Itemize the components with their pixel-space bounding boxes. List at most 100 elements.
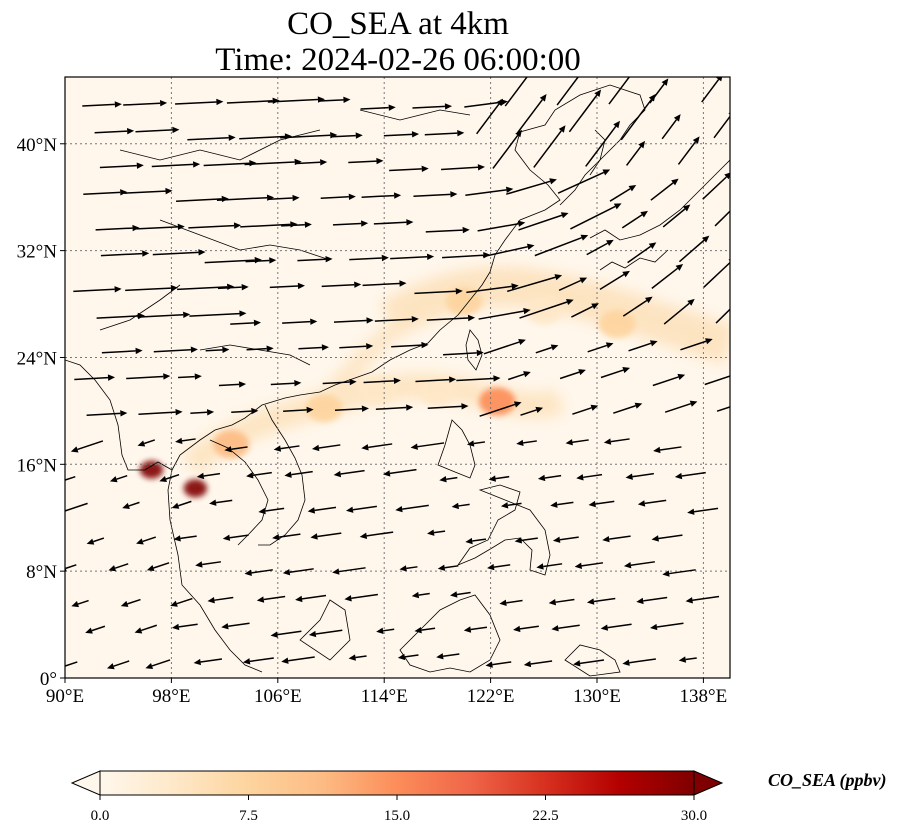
wind-arrow: [282, 318, 318, 325]
wind-arrow: [295, 594, 327, 603]
lon-tick-label: 114°E: [361, 686, 408, 707]
map-gridlines: [65, 77, 730, 678]
wind-arrow: [678, 656, 697, 663]
wind-arrow: [613, 402, 643, 414]
wind-arrow: [389, 165, 429, 173]
wind-arrow: [439, 476, 458, 483]
wind-arrow: [193, 658, 223, 666]
wind-arrow: [70, 440, 104, 453]
wind-arrow: [135, 126, 180, 134]
wind-arrow: [714, 210, 730, 227]
wind-arrow: [687, 507, 719, 515]
wind-arrow: [376, 627, 395, 634]
wind-arrow: [374, 316, 419, 323]
wind-arrow: [269, 282, 305, 290]
colorbar-label: CO_SEA (ppbv): [768, 770, 887, 790]
wind-arrow: [427, 403, 469, 410]
wind-arrow: [344, 593, 378, 602]
wind-arrow: [585, 120, 621, 167]
wind-arrow: [178, 373, 202, 380]
wind-arrow: [170, 597, 193, 607]
wind-arrow: [375, 404, 414, 411]
wind-arrow: [625, 140, 646, 166]
wind-arrow: [86, 537, 105, 545]
wind-arrow: [466, 283, 519, 294]
wind-arrow: [572, 404, 599, 415]
wind-arrow: [427, 529, 446, 536]
lon-tick-label: 138°E: [680, 686, 728, 707]
wind-arrow: [701, 77, 723, 103]
wind-arrow: [677, 136, 700, 165]
wind-arrow: [124, 187, 173, 195]
wind-arrow: [652, 373, 686, 387]
wind-arrow: [651, 264, 684, 289]
wind-arrow: [674, 471, 706, 480]
wind-arrow: [311, 444, 341, 452]
wind-arrow: [272, 533, 301, 541]
wind-arrow: [321, 281, 362, 288]
wind-arrow: [649, 622, 684, 631]
lat-tick-label: 8°N: [26, 562, 57, 583]
wind-arrow: [649, 78, 669, 104]
wind-arrow: [134, 624, 158, 634]
wind-arrow: [463, 626, 488, 633]
wind-arrow: [488, 475, 510, 482]
colorbar-tick-label: 0.0: [91, 808, 110, 824]
wind-arrow: [190, 409, 215, 416]
wind-arrow: [122, 501, 140, 509]
wind-arrow: [536, 563, 563, 570]
wind-arrow: [662, 204, 691, 228]
wind-arrow: [126, 373, 171, 380]
wind-arrow: [507, 371, 531, 381]
wind-arrow: [485, 661, 512, 668]
wind-arrow: [65, 475, 76, 481]
wind-arrow: [333, 469, 365, 478]
wind-arrow: [333, 317, 374, 324]
wind-arrow: [244, 158, 302, 166]
colorbar-gradient: [99, 770, 695, 796]
wind-arrow: [599, 270, 630, 290]
wind-arrow: [348, 157, 384, 165]
wind-arrow: [159, 473, 180, 483]
wind-arrow: [123, 100, 168, 107]
wind-arrow: [146, 562, 170, 572]
wind-arrow: [138, 408, 183, 416]
wind-arrow: [297, 256, 333, 263]
wind-arrow: [702, 172, 730, 200]
colorbar-tick-label: 22.5: [532, 808, 558, 824]
wind-arrow: [465, 537, 487, 545]
wind-arrow: [283, 406, 314, 414]
lon-tick-label: 122°E: [467, 686, 515, 707]
wind-arrow: [600, 623, 632, 631]
colorbar-extend-min: [70, 770, 101, 796]
wind-arrow: [339, 343, 374, 350]
wind-arrow: [331, 132, 363, 139]
wind-arrow: [245, 257, 277, 264]
wind-arrow: [137, 439, 156, 447]
wind-arrow: [231, 407, 259, 415]
wind-arrow: [586, 239, 614, 256]
wind-arrow: [267, 96, 325, 103]
wind-arrow: [623, 561, 655, 569]
wind-arrow: [390, 253, 435, 260]
wind-arrow: [451, 502, 470, 510]
wind-arrow: [361, 443, 393, 451]
wind-arrow: [82, 101, 122, 108]
wind-arrow: [86, 410, 128, 417]
wind-arrow: [195, 561, 222, 568]
wind-arrow: [568, 89, 602, 133]
wind-arrow: [222, 534, 249, 541]
wind-arrow: [443, 349, 484, 357]
wind-arrow: [466, 440, 486, 447]
lon-tick-label: 98°E: [152, 686, 190, 707]
wind-arrow: [621, 210, 648, 229]
wind-arrow: [492, 129, 522, 169]
wind-arrow: [106, 660, 130, 670]
lon-tick-label: 106°E: [254, 686, 302, 707]
wind-arrow: [477, 220, 526, 232]
wind-arrow: [270, 630, 302, 638]
latitude-axis: 0° 8°N 16°N 24°N 32°N 40°N: [17, 135, 65, 690]
wind-arrow: [662, 569, 696, 577]
wind-arrow: [284, 470, 313, 478]
